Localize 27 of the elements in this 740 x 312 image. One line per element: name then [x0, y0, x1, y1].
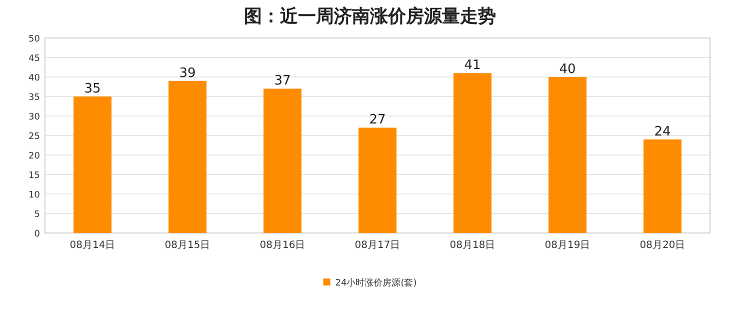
ytick: 45: [28, 54, 40, 64]
data-label: 27: [369, 112, 386, 128]
title: 图：近一周济南涨价房源量走势: [244, 6, 496, 27]
xtick: 08月16日: [260, 240, 306, 251]
data-label: 24: [654, 124, 671, 140]
ytick: 10: [28, 190, 40, 200]
data-label: 40: [559, 62, 576, 77]
data-label: 35: [84, 82, 101, 96]
xtick: 08月17日: [354, 240, 400, 251]
ytick: 35: [28, 93, 40, 103]
xtick: 08月19日: [544, 240, 590, 251]
ytick: 5: [34, 210, 40, 220]
data-label: 41: [464, 58, 481, 74]
data-label: 39: [179, 66, 196, 81]
xtick: 08月15日: [164, 240, 210, 251]
ytick: 15: [28, 171, 40, 181]
ytick: 50: [28, 34, 40, 44]
legend-text: 24小时涨价房源(套): [335, 278, 417, 288]
ytick: 25: [28, 132, 40, 142]
ytick: 30: [28, 112, 40, 122]
data-label: 37: [274, 74, 291, 89]
xtick: 08月20日: [640, 240, 686, 251]
ytick: 20: [28, 152, 40, 162]
ytick: 40: [28, 74, 40, 84]
xtick: 08月14日: [70, 240, 116, 251]
xtick: 08月18日: [450, 240, 496, 251]
ytick: 0: [34, 230, 40, 240]
